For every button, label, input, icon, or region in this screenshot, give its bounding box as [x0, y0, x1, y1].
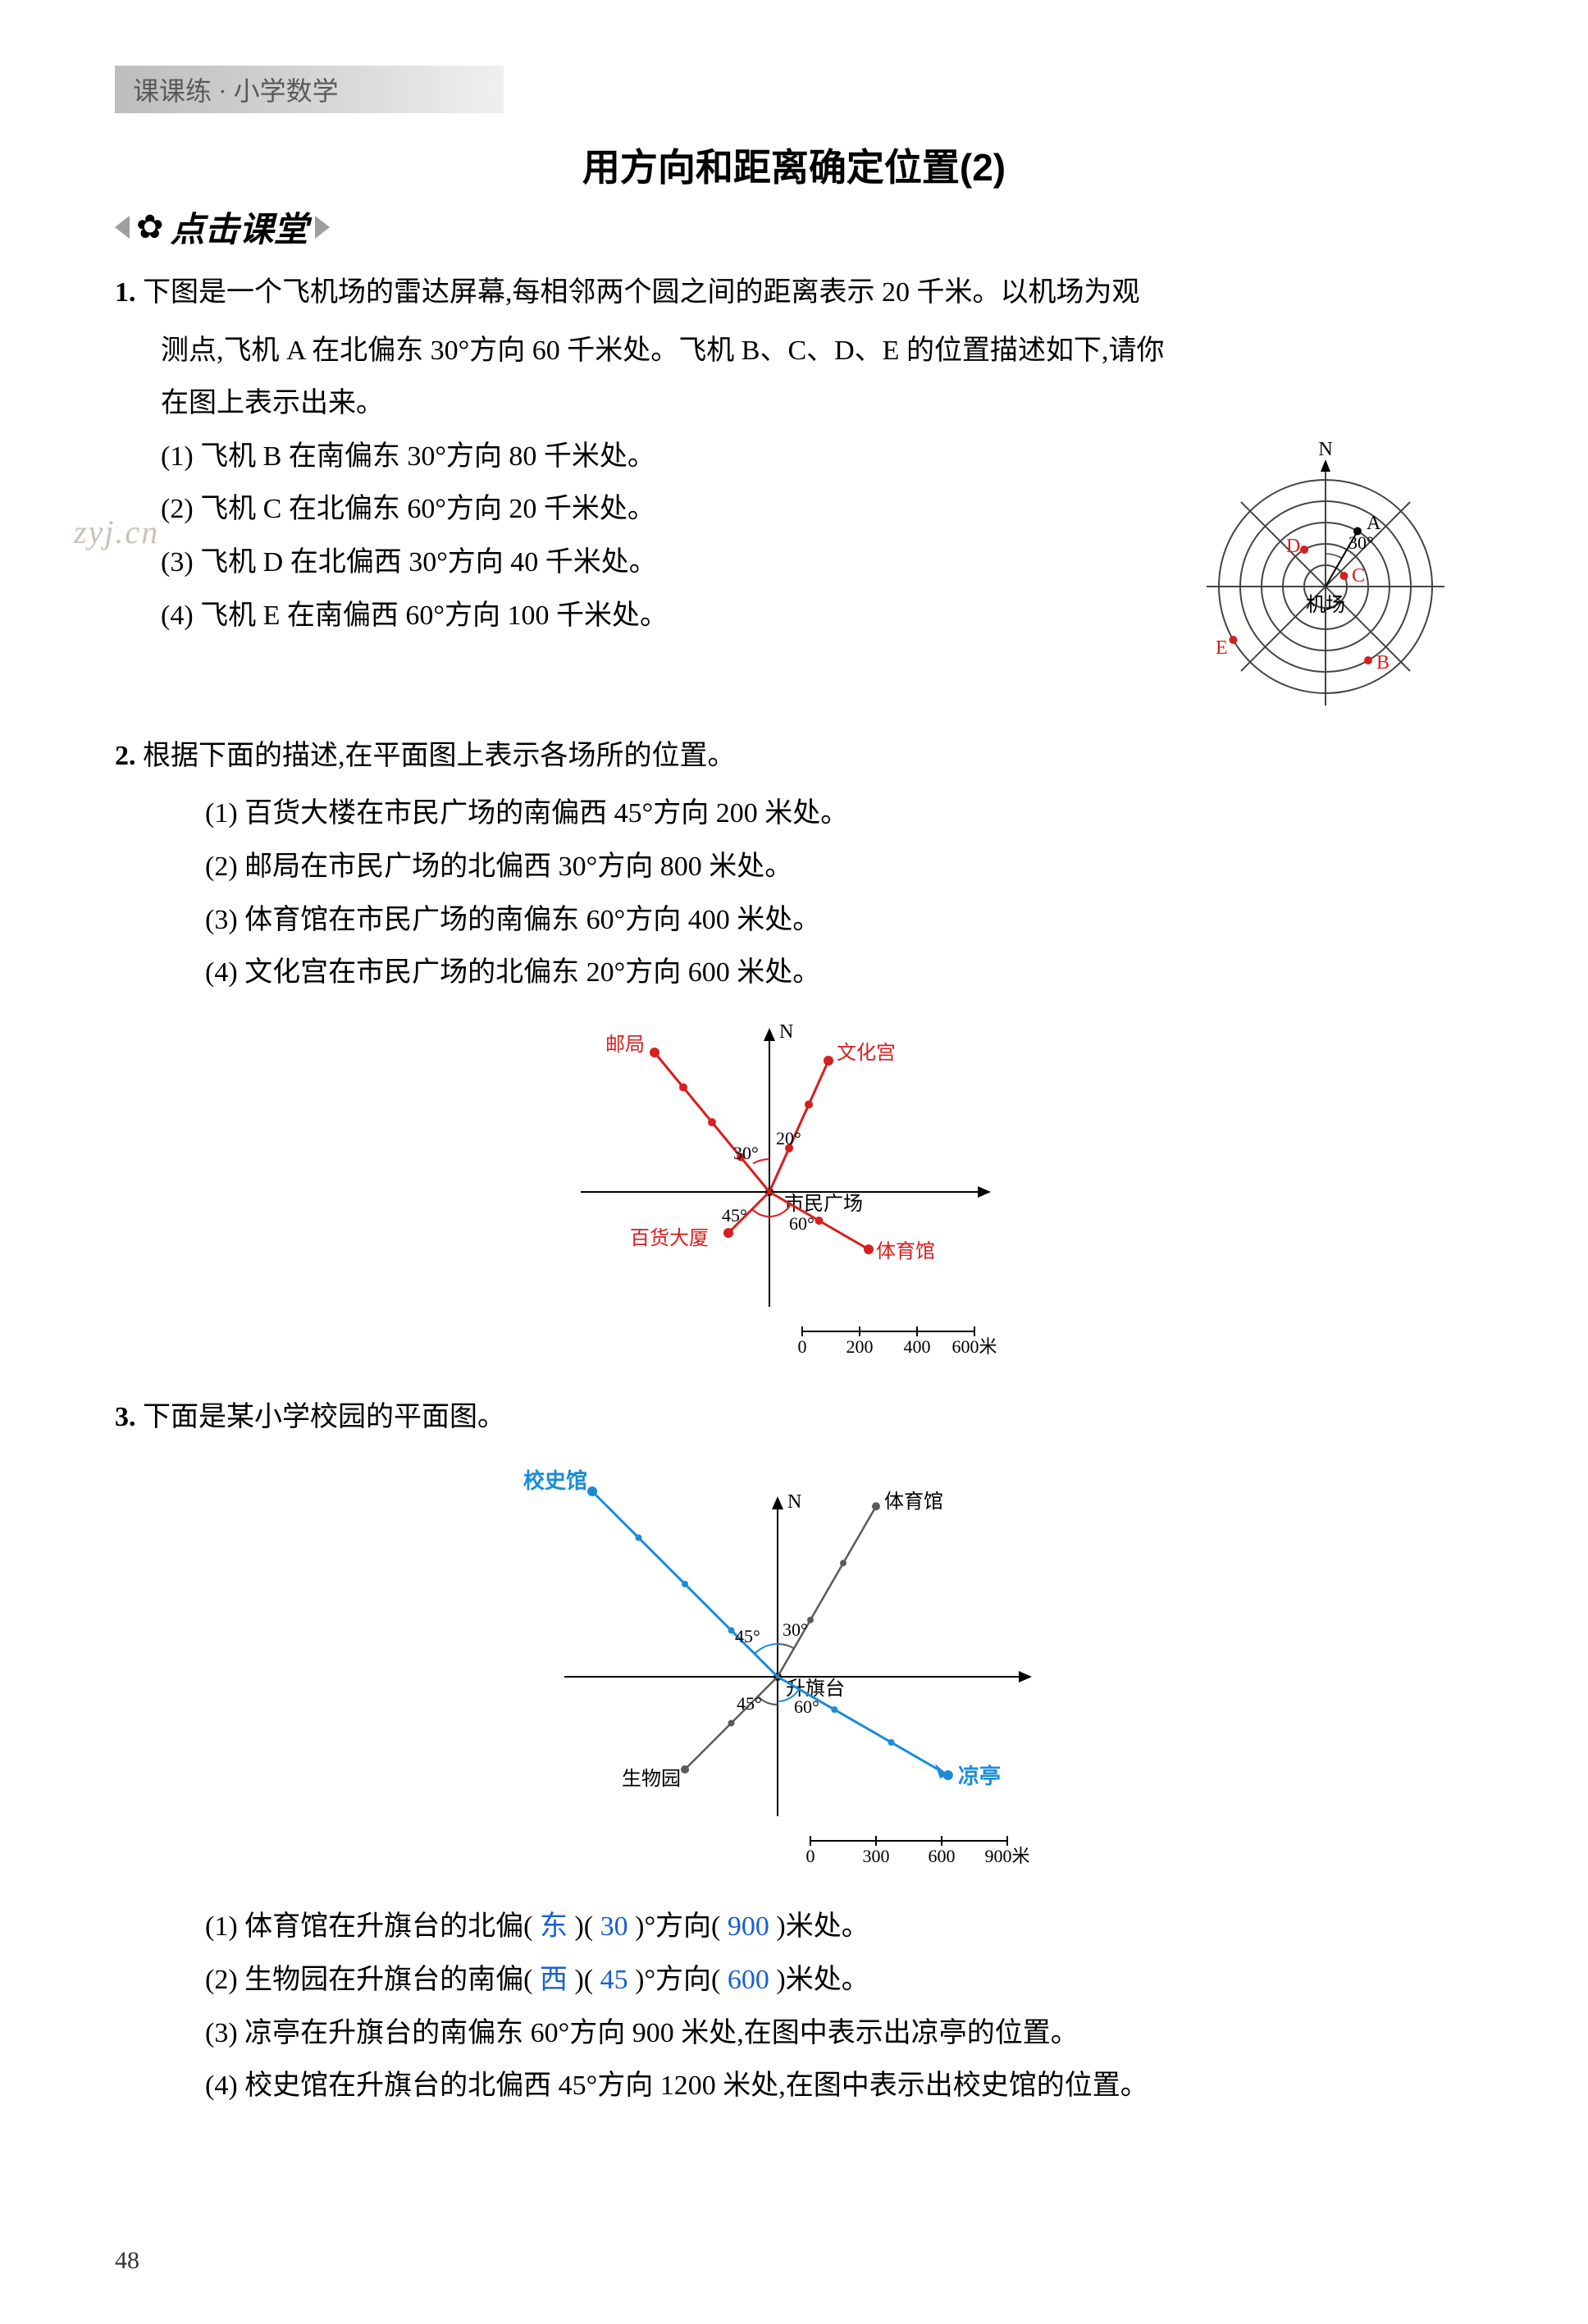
- problem-2-item-4: (4) 文化宫在市民广场的北偏东 20°方向 600 米处。: [205, 947, 1473, 1000]
- radar-point-E: E: [1216, 637, 1228, 659]
- problem-3-number: 3.: [115, 1402, 136, 1432]
- problem-2-item-3: (3) 体育馆在市民广场的南偏东 60°方向 400 米处。: [205, 894, 1473, 947]
- problem-2-item-1: (1) 百货大楼在市民广场的南偏西 45°方向 200 米处。: [205, 788, 1473, 841]
- plan2-store-label: 百货大厦: [630, 1227, 709, 1249]
- radar-point-B: B: [1376, 652, 1390, 673]
- problem-1-row: (1) 飞机 B 在南偏东 30°方向 80 千米处。 (2) 飞机 C 在北偏…: [115, 431, 1473, 730]
- flower-icon: ✿: [136, 208, 164, 246]
- problem-3-q2: (2) 生物园在升旗台的南偏( 西 )( 45 )°方向( 600 )米处。: [205, 1954, 1473, 2007]
- plan2-store-angle: 45°: [722, 1205, 747, 1226]
- p3-q1-post: )米处。: [776, 1911, 869, 1942]
- p3-q2-pre: (2) 生物园在升旗台的南偏(: [205, 1965, 532, 1995]
- plan3-n-label: N: [787, 1491, 801, 1513]
- plan3-pavilion-label: 凉亭: [958, 1764, 1001, 1788]
- problem-1-item-1: (1) 飞机 B 在南偏东 30°方向 80 千米处。: [161, 431, 1153, 484]
- p3-q2-mid1: )(: [574, 1965, 593, 1995]
- plan2-svg: N 市民广场 邮局 30° 文化宫 20°: [474, 1011, 1114, 1372]
- radar-diagram: N 30° 机场 A B C: [1178, 431, 1473, 730]
- plan3-scale-0: 0: [806, 1846, 815, 1866]
- p3-q2-a2: 45: [600, 1965, 628, 1995]
- decor-triangle-right: [315, 216, 330, 239]
- plan3-gym-label: 体育馆: [884, 1491, 943, 1513]
- radar-angle-label: 30°: [1348, 532, 1374, 553]
- page: 课课练 · 小学数学 用方向和距离确定位置(2) ✿ 点击课堂 zyj.cn 1…: [0, 0, 1588, 2324]
- section-header: ✿ 点击课堂: [115, 202, 1473, 252]
- problem-2-number: 2.: [115, 741, 136, 771]
- problem-2-stem: 2. 根据下面的描述,在平面图上表示各场所的位置。: [115, 730, 1473, 783]
- decor-triangle-left: [115, 216, 130, 239]
- problem-1-number: 1.: [115, 277, 136, 308]
- plan3-scale-1: 300: [863, 1846, 890, 1866]
- p3-q1-mid2: )°方向(: [635, 1911, 720, 1942]
- p3-q1-a3: 900: [728, 1911, 769, 1942]
- problem-3-stem: 3. 下面是某小学校园的平面图。: [115, 1391, 1473, 1445]
- problem-2-text: 根据下面的描述,在平面图上表示各场所的位置。: [143, 741, 736, 771]
- problem-1-line-b: 测点,飞机 A 在北偏东 30°方向 60 千米处。飞机 B、C、D、E 的位置…: [161, 325, 1473, 378]
- plan3-garden-angle: 45°: [737, 1693, 762, 1714]
- plan2-scale-2: 400: [904, 1336, 931, 1357]
- plan3-history-angle: 45°: [735, 1626, 760, 1646]
- plan3-pavilion-angle: 60°: [794, 1696, 819, 1717]
- problem-1-stem: 1. 下图是一个飞机场的雷达屏幕,每相邻两个圆之间的距离表示 20 千米。以机场…: [115, 267, 1473, 320]
- plan2-palace-angle: 20°: [776, 1128, 801, 1148]
- lesson-title: 用方向和距离确定位置(2): [115, 138, 1473, 192]
- problem-2-item-2: (2) 邮局在市民广场的北偏西 30°方向 800 米处。: [205, 841, 1473, 894]
- plan3-svg: N 升旗台 体育馆 30° 生物园 45°: [425, 1455, 1163, 1882]
- problem-1-item-4: (4) 飞机 E 在南偏西 60°方向 100 千米处。: [161, 590, 1153, 643]
- problem-3-diagram: N 升旗台 体育馆 30° 生物园 45°: [115, 1455, 1473, 1886]
- p3-q2-post: )米处。: [776, 1965, 869, 1995]
- problem-3-q3: (3) 凉亭在升旗台的南偏东 60°方向 900 米处,在图中表示出凉亭的位置。: [205, 2007, 1473, 2061]
- radar-n-label: N: [1318, 439, 1332, 460]
- problem-3-text: 下面是某小学校园的平面图。: [143, 1402, 505, 1432]
- radar-point-A: A: [1367, 513, 1381, 534]
- plan3-scale-3: 900米: [984, 1846, 1029, 1866]
- problem-2-diagram: N 市民广场 邮局 30° 文化宫 20°: [115, 1011, 1473, 1377]
- problem-1-line-a: 下图是一个飞机场的雷达屏幕,每相邻两个圆之间的距离表示 20 千米。以机场为观: [143, 277, 1140, 308]
- plan3-gym-angle: 30°: [783, 1619, 808, 1640]
- problem-1-item-2: (2) 飞机 C 在北偏东 60°方向 20 千米处。: [161, 483, 1153, 536]
- radar-center-label: 机场: [1306, 594, 1345, 616]
- radar-point-C: C: [1352, 565, 1365, 587]
- problem-1-item-3: (3) 飞机 D 在北偏西 30°方向 40 千米处。: [161, 536, 1153, 590]
- radar-svg: N 30° 机场 A B C: [1178, 431, 1473, 726]
- plan2-n-label: N: [779, 1021, 793, 1043]
- book-series-header: 课课练 · 小学数学: [115, 66, 504, 113]
- plan2-center-label: 市民广场: [784, 1193, 863, 1215]
- problem-3-q1: (1) 体育馆在升旗台的北偏( 东 )( 30 )°方向( 900 )米处。: [205, 1901, 1473, 1954]
- problem-1-items: (1) 飞机 B 在南偏东 30°方向 80 千米处。 (2) 飞机 C 在北偏…: [115, 431, 1153, 642]
- plan2-post-label: 邮局: [605, 1034, 645, 1056]
- plan2-gym-angle: 60°: [789, 1213, 815, 1234]
- p3-q1-pre: (1) 体育馆在升旗台的北偏(: [205, 1911, 532, 1942]
- plan3-scale-2: 600: [929, 1846, 956, 1866]
- problem-1-line-c: 在图上表示出来。: [161, 377, 1473, 431]
- plan2-gym-label: 体育馆: [876, 1240, 935, 1262]
- plan2-scale-3: 600米: [951, 1336, 997, 1357]
- p3-q1-mid1: )(: [574, 1911, 593, 1942]
- section-label: 点击课堂: [171, 202, 308, 252]
- plan2-scale-1: 200: [846, 1336, 874, 1357]
- p3-q1-a1: 东: [540, 1911, 568, 1942]
- plan2-palace-label: 文化宫: [837, 1042, 896, 1064]
- p3-q2-a3: 600: [728, 1965, 769, 1995]
- plan3-history-label: 校史馆: [523, 1468, 587, 1493]
- plan2-scale-0: 0: [798, 1336, 807, 1357]
- p3-q2-mid2: )°方向(: [635, 1965, 720, 1995]
- problem-3-q4: (4) 校史馆在升旗台的北偏西 45°方向 1200 米处,在图中表示出校史馆的…: [205, 2060, 1473, 2113]
- page-number: 48: [115, 2247, 139, 2275]
- p3-q2-a1: 西: [540, 1965, 568, 1995]
- plan2-post-angle: 30°: [733, 1143, 759, 1163]
- plan3-garden-label: 生物园: [622, 1768, 681, 1790]
- p3-q1-a2: 30: [600, 1911, 628, 1942]
- radar-point-D: D: [1286, 536, 1300, 557]
